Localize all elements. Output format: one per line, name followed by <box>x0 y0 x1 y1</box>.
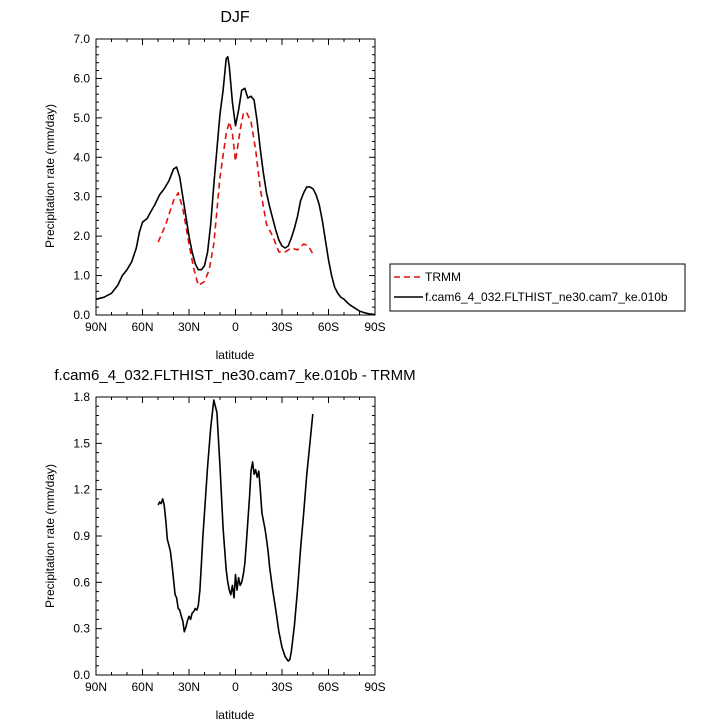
x-tick-label: 60S <box>318 320 339 334</box>
y-tick-label: 5.0 <box>73 111 90 125</box>
y-tick-label: 3.0 <box>73 190 90 204</box>
y-tick-label: 1.8 <box>73 390 90 404</box>
x-tick-label: 30S <box>271 320 292 334</box>
x-tick-label: 90N <box>85 320 107 334</box>
chart1-plot-frame <box>95 38 376 316</box>
series-line-model <box>157 399 314 662</box>
x-tick-label: 90S <box>364 320 385 334</box>
chart2-plot-frame <box>95 396 376 676</box>
chart2-title: f.cam6_4_032.FLTHIST_ne30.cam7_ke.010b -… <box>54 367 415 384</box>
series-line-model <box>95 55 376 316</box>
legend-model-label: f.cam6_4_032.FLTHIST_ne30.cam7_ke.010b <box>425 290 668 304</box>
series-line-trmm <box>157 111 314 287</box>
y-tick-label: 6.0 <box>73 71 90 85</box>
chart1-xlabel: latitude <box>216 348 255 362</box>
chart1-series <box>95 55 376 316</box>
y-tick-label: 4.0 <box>73 150 90 164</box>
y-tick-label: 1.2 <box>73 483 90 497</box>
y-tick-label: 0.3 <box>73 622 90 636</box>
y-tick-label: 0.9 <box>73 529 90 543</box>
panel-difference: f.cam6_4_032.FLTHIST_ne30.cam7_ke.010b -… <box>43 367 416 722</box>
chart1-legend: TRMM f.cam6_4_032.FLTHIST_ne30.cam7_ke.0… <box>389 263 686 312</box>
x-tick-label: 0 <box>232 680 239 694</box>
chart1-title: DJF <box>220 9 250 26</box>
x-tick-label: 90N <box>85 680 107 694</box>
x-tick-label: 0 <box>232 320 239 334</box>
chart2-ylabel: Precipitation rate (mm/day) <box>43 464 57 608</box>
chart2-ticks: 90N 60N 30N 0 30S 60S 90S 0.0 0.3 0.6 0.9 1.2 1.5 1.8 <box>73 390 385 694</box>
x-tick-label: 30N <box>178 320 200 334</box>
y-tick-label: 7.0 <box>73 32 90 46</box>
x-tick-label: 60N <box>131 680 153 694</box>
y-tick-label: 1.0 <box>73 269 90 283</box>
legend-box <box>389 263 686 312</box>
legend-trmm-label: TRMM <box>425 270 461 284</box>
x-tick-label: 30N <box>178 680 200 694</box>
y-tick-label: 0.0 <box>73 668 90 682</box>
chart1-ylabel: Precipitation rate (mm/day) <box>43 104 57 248</box>
y-tick-label: 0.0 <box>73 308 90 322</box>
x-tick-label: 90S <box>364 680 385 694</box>
chart1-ticks: 90N 60N 30N 0 30S 60S 90S 0.0 1.0 2.0 3.0 4.0 5.0 6.0… <box>73 32 385 334</box>
y-tick-label: 1.5 <box>73 436 90 450</box>
panel-djf: DJF Precipitation rate (mm/day) latitude… <box>43 9 686 362</box>
chart2-series <box>157 399 314 662</box>
x-tick-label: 60N <box>131 320 153 334</box>
y-tick-label: 2.0 <box>73 229 90 243</box>
x-tick-label: 60S <box>318 680 339 694</box>
chart2-xlabel: latitude <box>216 708 255 722</box>
y-tick-label: 0.6 <box>73 575 90 589</box>
x-tick-label: 30S <box>271 680 292 694</box>
